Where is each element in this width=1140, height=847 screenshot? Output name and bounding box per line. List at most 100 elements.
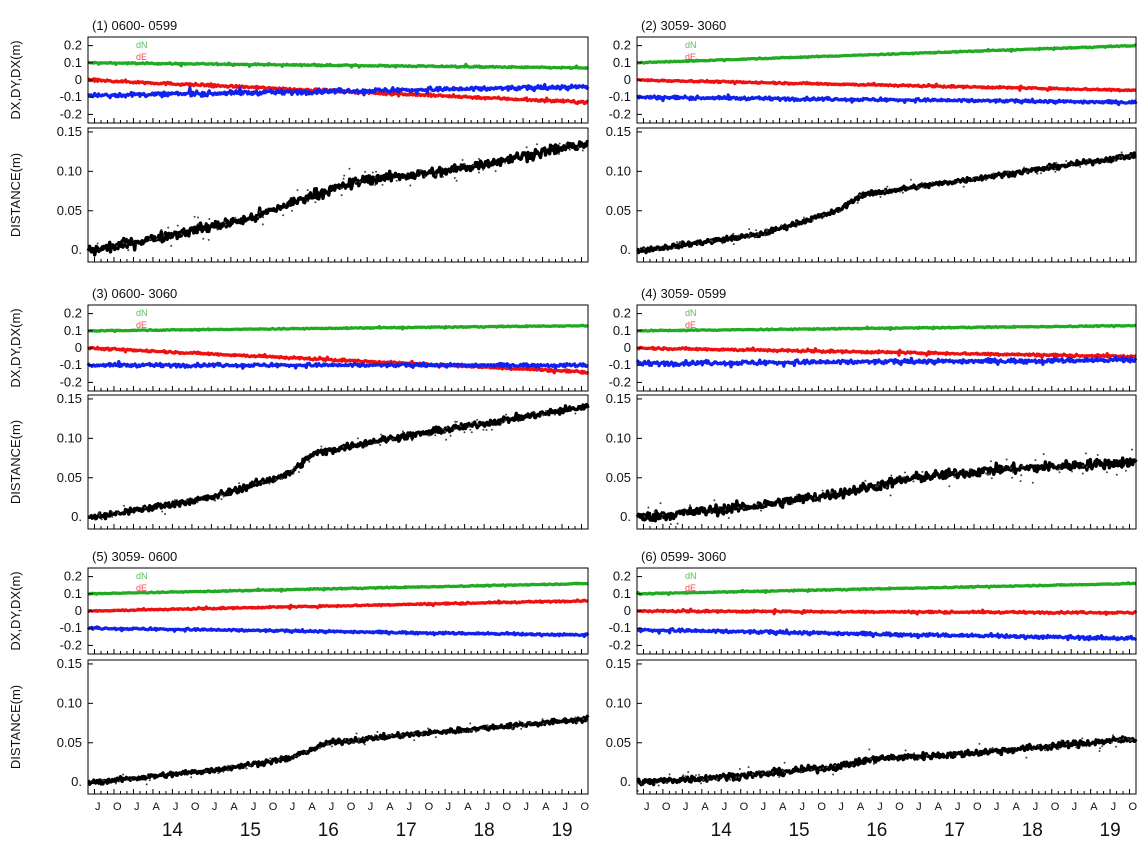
distance-outlier-point xyxy=(459,425,462,427)
distance-outlier-point xyxy=(379,444,382,446)
component-plot: 0.2 0.1 0 -0.1 -0.2 dN dE xyxy=(60,36,590,124)
x-year-label: 17 xyxy=(944,820,965,841)
distance-outlier-point xyxy=(582,718,585,720)
x-month-tick-label: O xyxy=(973,801,982,813)
distance-outlier-point xyxy=(985,472,987,475)
distance-outlier-point xyxy=(293,466,296,469)
y-tick-label: 0.05 xyxy=(606,203,631,218)
distance-outlier-point xyxy=(904,471,906,474)
distance-outlier-point xyxy=(261,223,264,226)
distance-y-axis-label: DISTANCE(m) xyxy=(8,420,23,504)
distance-outlier-point xyxy=(238,482,241,485)
x-month-tick-label: O xyxy=(740,801,749,813)
panel-1: (1) 0600- 05990.20.10-0.1-0.2dNdEDX,DY,D… xyxy=(8,18,590,263)
distance-outlier-point xyxy=(838,210,841,213)
distance-outlier-point xyxy=(876,485,879,488)
x-month-tick-label: O xyxy=(580,801,589,813)
series-line-dE xyxy=(87,345,590,375)
y-tick-label: -0.1 xyxy=(60,89,82,104)
distance-outlier-point xyxy=(899,190,901,193)
distance-outlier-point xyxy=(541,718,544,721)
y-tick-label: 0.2 xyxy=(613,38,631,53)
distance-outlier-point xyxy=(1065,160,1068,162)
distance-outlier-point xyxy=(261,481,264,484)
distance-outlier-point xyxy=(761,772,764,775)
distance-outlier-point xyxy=(709,511,712,514)
legend-label: dN xyxy=(685,571,697,581)
distance-outlier-point xyxy=(724,508,727,511)
y-tick-label: 0.2 xyxy=(64,38,82,53)
distance-outlier-point xyxy=(1118,156,1121,159)
distance-outlier-point xyxy=(558,142,561,145)
distance-outlier-point xyxy=(482,168,485,171)
x-year-label: 15 xyxy=(788,820,809,841)
distance-outlier-point xyxy=(910,178,912,181)
distance-outlier-point xyxy=(565,143,567,146)
distance-outlier-point xyxy=(581,149,584,152)
series-line-dU xyxy=(635,355,1138,369)
x-month-tick-label: O xyxy=(425,801,434,813)
distance-outlier-point xyxy=(217,772,220,775)
distance-outlier-point xyxy=(434,736,437,739)
distance-outlier-point xyxy=(1044,749,1047,752)
distance-outlier-point xyxy=(497,724,500,727)
x-month-tick-label: J xyxy=(800,801,806,813)
distance-outlier-point xyxy=(1084,452,1087,455)
distance-outlier-point xyxy=(297,471,300,473)
distance-outlier-point xyxy=(577,146,580,149)
distance-outlier-point xyxy=(574,412,577,415)
distance-outlier-point xyxy=(320,445,323,448)
distance-outlier-point xyxy=(954,471,957,474)
distance-outlier-point xyxy=(444,430,447,433)
distance-outlier-point xyxy=(1037,744,1040,747)
distance-outlier-point xyxy=(931,181,934,184)
x-year-label: 14 xyxy=(711,820,733,841)
distance-outlier-point xyxy=(869,758,872,760)
distance-outlier-point xyxy=(821,217,824,220)
y-tick-label: 0.2 xyxy=(613,306,631,321)
distance-outlier-point xyxy=(772,771,774,774)
distance-outlier-point xyxy=(822,214,825,217)
distance-outlier-point xyxy=(657,784,660,787)
panel-title: (4) 3059- 0599 xyxy=(641,286,726,301)
distance-outlier-point xyxy=(122,242,125,244)
distance-outlier-point xyxy=(469,722,472,725)
distance-outlier-point xyxy=(536,143,538,146)
distance-outlier-point xyxy=(254,482,257,484)
distance-outlier-point xyxy=(748,234,751,237)
distance-outlier-point xyxy=(520,727,523,730)
distance-outlier-point xyxy=(695,774,697,777)
distance-outlier-point xyxy=(97,511,100,514)
distance-outlier-point xyxy=(98,514,101,517)
distance-outlier-point xyxy=(356,437,359,440)
y-tick-label: 0.2 xyxy=(613,569,631,584)
distance-outlier-point xyxy=(1047,165,1050,168)
y-tick-label: 0.05 xyxy=(57,735,82,750)
x-month-tick-label: J xyxy=(994,801,1000,813)
distance-outlier-point xyxy=(747,766,750,769)
distance-outlier-point xyxy=(511,727,513,730)
distance-outlier-point xyxy=(717,506,720,509)
distance-outlier-point xyxy=(783,771,786,774)
distance-outlier-point xyxy=(490,428,493,431)
y-tick-label: 0. xyxy=(71,774,82,789)
distance-outlier-point xyxy=(486,724,489,727)
distance-outlier-point xyxy=(222,770,225,773)
distance-outlier-point xyxy=(413,739,416,742)
x-month-tick-label: A xyxy=(857,801,865,813)
distance-outlier-point xyxy=(811,219,814,222)
x-month-tick-label: A xyxy=(1090,801,1098,813)
y-tick-label: -0.2 xyxy=(609,637,631,652)
distance-outlier-point xyxy=(992,172,995,175)
distance-outlier-point xyxy=(278,758,281,761)
distance-outlier-point xyxy=(830,491,833,494)
distance-outlier-point xyxy=(1093,163,1096,165)
distance-outlier-point xyxy=(364,445,367,448)
distance-outlier-point xyxy=(478,171,480,174)
distance-outlier-point xyxy=(308,460,311,463)
series-line-dN xyxy=(636,323,1137,333)
distance-outlier-point xyxy=(767,770,770,773)
distance-outlier-point xyxy=(146,775,149,778)
distance-outlier-point xyxy=(173,499,176,502)
y-tick-label: -0.1 xyxy=(609,89,631,104)
